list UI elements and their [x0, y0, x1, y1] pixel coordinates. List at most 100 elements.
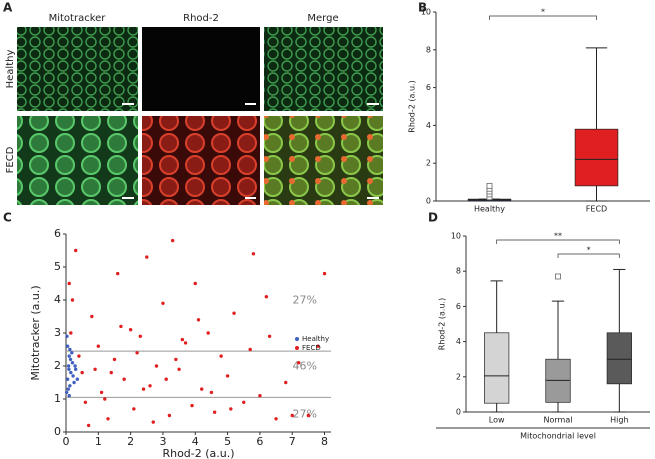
point: [68, 347, 72, 352]
x-tick-label: 1: [95, 435, 102, 448]
point: [135, 351, 139, 355]
panel-label: D: [428, 211, 438, 225]
y-axis-label: Rhod-2 (a.u.): [408, 80, 417, 132]
point: [164, 377, 168, 381]
significance-label: *: [587, 246, 591, 255]
x-tick-label: 0: [63, 435, 70, 448]
point: [170, 238, 175, 243]
point: [193, 281, 197, 286]
legend-marker: [295, 336, 299, 341]
point: [209, 390, 214, 395]
y-tick-label: 8: [456, 267, 461, 276]
x-tick-label: Low: [489, 416, 505, 425]
y-tick-label: 6: [426, 83, 431, 92]
significance-bracket: [489, 15, 597, 20]
point: [65, 334, 69, 338]
y-tick-label: 3: [54, 326, 61, 339]
point: [219, 354, 223, 358]
point: [73, 367, 78, 371]
box: [574, 128, 619, 187]
y-tick-label: 8: [426, 45, 431, 54]
point: [267, 334, 272, 338]
point: [242, 400, 246, 404]
point: [68, 357, 73, 362]
point: [138, 334, 143, 338]
row-title: FECD: [5, 146, 16, 173]
point: [106, 417, 110, 421]
point: [258, 394, 262, 398]
column-title: Mitotracker: [49, 13, 107, 24]
legend-label: Healthy: [302, 335, 329, 343]
point: [70, 351, 74, 355]
region-percent: 27%: [293, 294, 317, 307]
panel-label: B: [418, 1, 427, 15]
point: [161, 301, 165, 305]
significance-bracket: [557, 253, 620, 258]
point: [70, 298, 75, 302]
y-tick-label: 0: [456, 408, 461, 417]
point: [190, 403, 194, 408]
point: [284, 380, 288, 385]
point: [75, 377, 80, 381]
point: [112, 357, 117, 362]
y-tick-label: 4: [54, 293, 61, 306]
region-percent: 46%: [293, 359, 317, 372]
column-title: Merge: [307, 13, 338, 24]
point: [119, 324, 123, 329]
x-tick-label: 8: [321, 435, 328, 448]
point: [70, 361, 75, 365]
y-tick-label: 4: [426, 121, 431, 130]
legend-label: FECD: [302, 344, 321, 352]
point: [148, 384, 152, 388]
point: [77, 354, 81, 358]
point: [109, 370, 113, 375]
panel-label: C: [3, 211, 12, 225]
point: [251, 252, 256, 256]
point: [316, 344, 320, 348]
point: [65, 377, 70, 381]
point: [196, 318, 201, 322]
image-panel: Mitotracker Rhod-2 Merge Healthy FECD: [5, 13, 383, 205]
point: [128, 328, 133, 332]
y-tick-label: 2: [426, 159, 431, 168]
legend-marker: [295, 345, 299, 350]
point: [154, 364, 159, 368]
point: [229, 407, 233, 411]
box: [484, 332, 510, 404]
significance-label: **: [554, 232, 562, 241]
y-tick-label: 1: [54, 392, 61, 405]
point: [83, 400, 88, 404]
y-tick-label: 4: [456, 337, 461, 346]
y-tick-label: 2: [54, 359, 61, 372]
point: [151, 420, 155, 424]
x-tick-label: High: [610, 416, 628, 425]
y-axis-label: Rhod-2 (a.u.): [438, 298, 447, 350]
point: [80, 370, 84, 375]
x-tick-label: 3: [159, 435, 166, 448]
point: [103, 397, 107, 401]
y-tick-label: 5: [54, 260, 61, 273]
point: [274, 417, 278, 421]
x-tick-label: Healthy: [474, 205, 505, 214]
micrograph: [142, 116, 260, 205]
micrograph: [142, 27, 260, 111]
micrograph: [17, 27, 138, 111]
point: [177, 367, 181, 371]
x-tick-label: FECD: [586, 205, 607, 214]
point: [206, 331, 210, 335]
point: [132, 407, 136, 411]
y-tick-label: 0: [426, 197, 431, 206]
point: [69, 331, 73, 335]
point: [73, 248, 78, 253]
point: [141, 387, 146, 391]
point: [69, 370, 73, 375]
column-title: Rhod-2: [183, 13, 219, 24]
point: [183, 341, 188, 345]
point: [248, 347, 252, 352]
y-tick-label: 6: [456, 302, 461, 311]
significance-label: *: [541, 8, 545, 17]
scale-bars: [122, 103, 379, 199]
point: [68, 384, 72, 388]
point: [290, 413, 294, 418]
point: [67, 367, 71, 371]
